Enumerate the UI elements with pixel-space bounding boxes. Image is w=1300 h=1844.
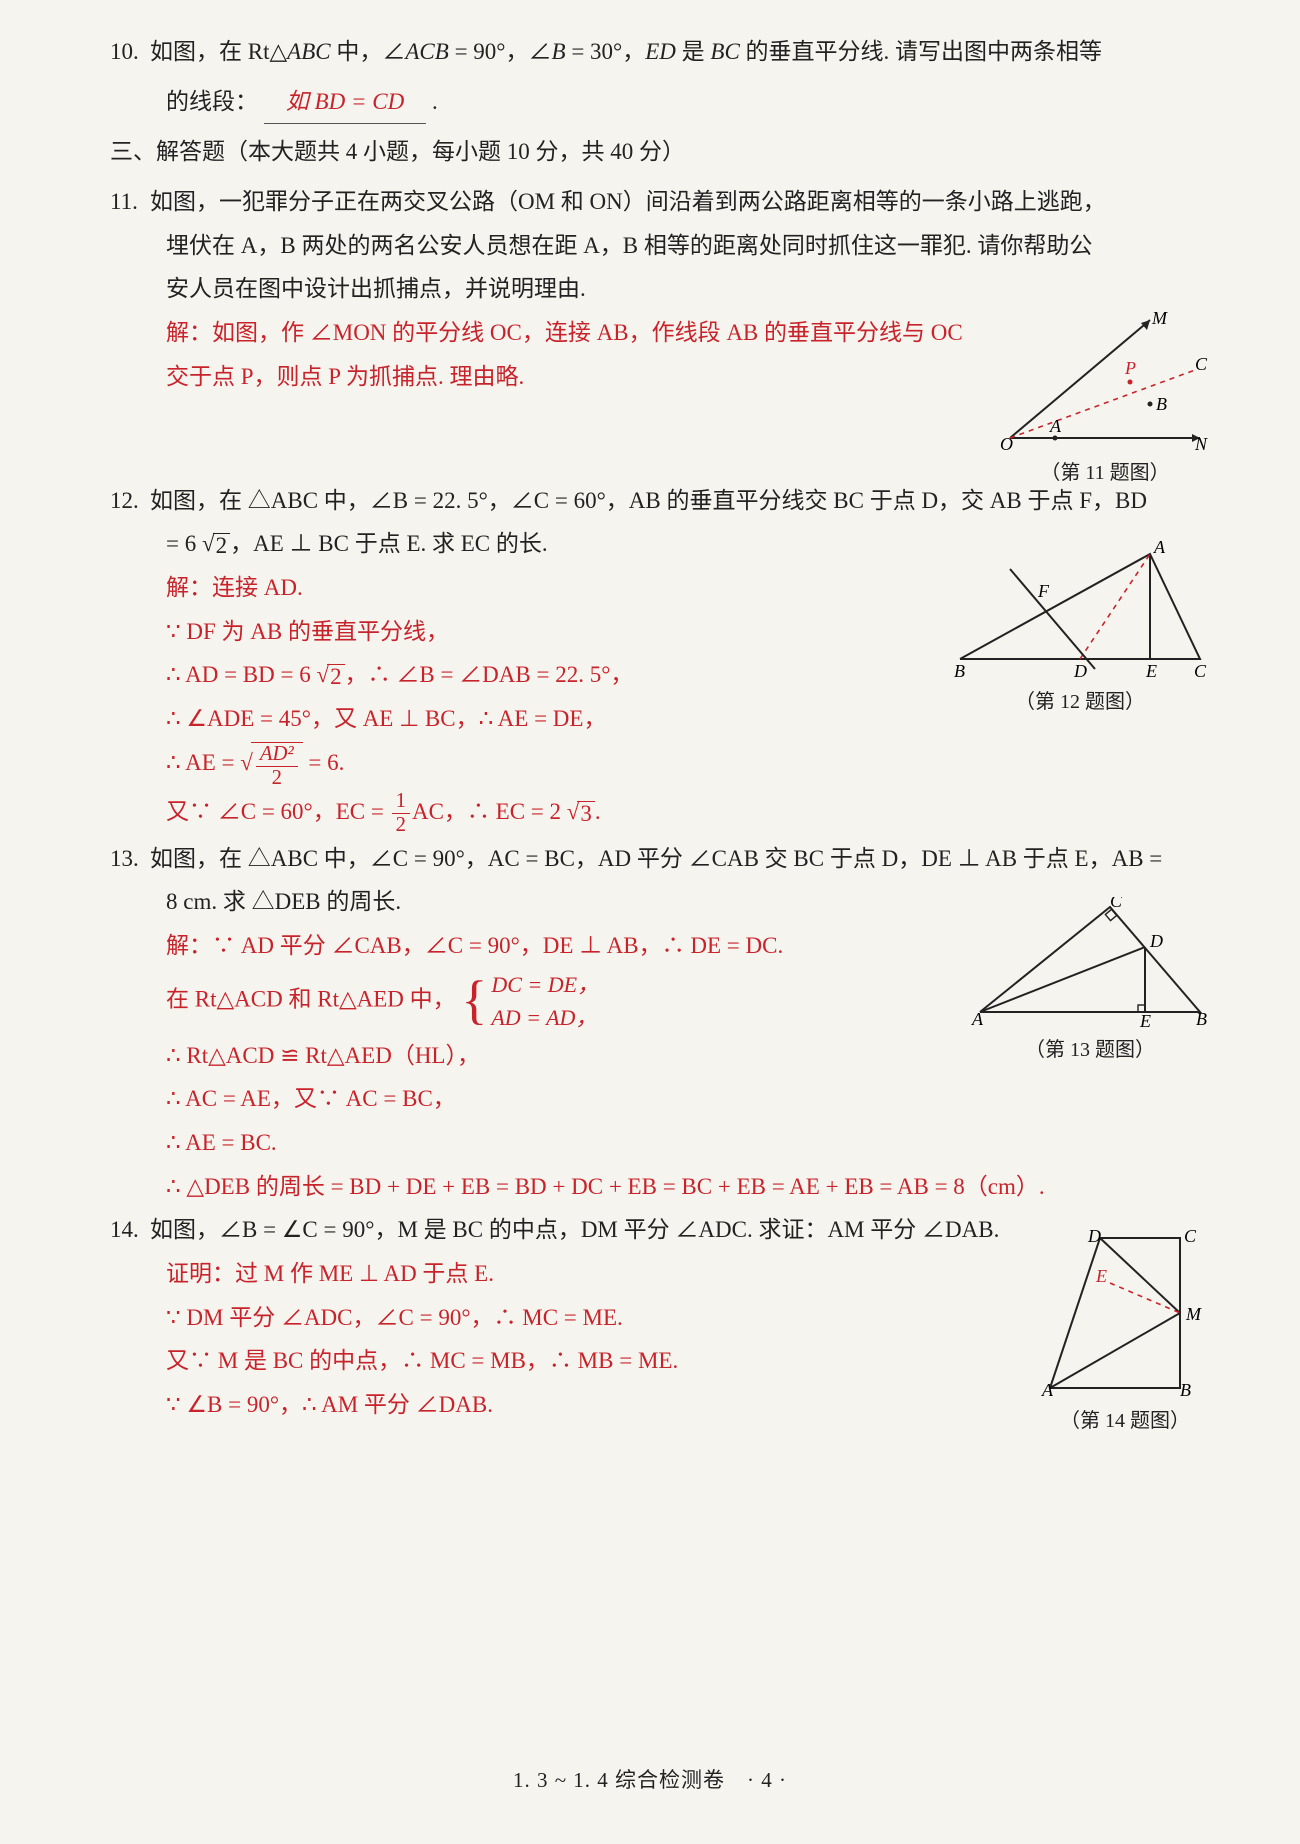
- q12-figure: B C A D E F （第 12 题图）: [950, 539, 1210, 714]
- lbl-F2: F: [1037, 581, 1050, 601]
- q10-t5: 是: [676, 39, 711, 64]
- q14-svg: A B C D E M: [1040, 1228, 1210, 1398]
- q12-s5a: ∴ AE =: [166, 750, 240, 775]
- lbl-M4: M: [1185, 1304, 1202, 1324]
- q12-s6c: .: [595, 799, 601, 824]
- lbl-A3: A: [971, 1009, 984, 1027]
- lbl-B4: B: [1180, 1380, 1191, 1398]
- q13-svg: A B C D E: [970, 897, 1210, 1027]
- q14-num: 14.: [110, 1208, 150, 1252]
- q12-s6a: 又∵ ∠C = 60°，EC =: [166, 799, 390, 824]
- q10-l2p: 的线段：: [166, 89, 258, 114]
- lbl-E3: E: [1139, 1011, 1151, 1027]
- lbl-D3: D: [1149, 931, 1163, 951]
- q13-sol6: ∴ △DEB 的周长 = BD + DE + EB = BD + DC + EB…: [110, 1165, 1210, 1209]
- q12-l2b: ，AE ⊥ BC 于点 E. 求 EC 的长.: [230, 531, 548, 556]
- q10-ans-text: 如 BD = CD: [286, 89, 404, 114]
- q11-block: 11.如图，一犯罪分子正在两交叉公路（OM 和 ON）间沿着到两公路距离相等的一…: [110, 180, 1210, 398]
- q10-line2: 的线段： 如 BD = CD.: [110, 80, 1210, 125]
- q11-l1: 11.如图，一犯罪分子正在两交叉公路（OM 和 ON）间沿着到两公路距离相等的一…: [110, 180, 1210, 224]
- lbl-D4: D: [1087, 1228, 1101, 1246]
- lbl-B3: B: [1196, 1009, 1207, 1027]
- q12-rt3: 3: [577, 801, 595, 825]
- brace-lines: DC = DE， AD = AD，: [491, 968, 599, 1034]
- q10-t3: = 90°，∠: [449, 39, 552, 64]
- q12-s6d: 2: [392, 814, 410, 837]
- brace2: AD = AD，: [491, 1001, 599, 1034]
- brace: {: [461, 979, 487, 1022]
- q10-t6: 的垂直平分线. 请写出图中两条相等: [740, 39, 1102, 64]
- q11-l2: 埋伏在 A，B 两处的两名公安人员想在距 A，B 相等的距离处同时抓住这一罪犯.…: [110, 224, 1210, 268]
- q12-l1: 12.如图，在 △ABC 中，∠B = 22. 5°，∠C = 60°，AB 的…: [110, 479, 1210, 523]
- q10-answer: 如 BD = CD: [264, 80, 426, 125]
- q13-s2a: 在 Rt△ACD 和 Rt△AED 中，: [166, 986, 456, 1011]
- lbl-E4: E: [1095, 1266, 1107, 1286]
- q12-l2a: = 6: [166, 531, 202, 556]
- q14-t1: 如图，∠B = ∠C = 90°，M 是 BC 的中点，DM 平分 ∠ADC. …: [150, 1217, 999, 1242]
- lbl-B: B: [1156, 394, 1167, 414]
- q11-figure: O A B C M N P （第 11 题图）: [1000, 310, 1210, 485]
- q10-t2: 中，∠: [331, 39, 406, 64]
- q12-sol6: 又∵ ∠C = 60°，EC = 12AC，∴ EC = 2 3.: [110, 790, 1210, 837]
- q12-svg: B C A D E F: [950, 539, 1210, 679]
- q13-sol5: ∴ AE = BC.: [110, 1121, 1210, 1165]
- lbl-O: O: [1000, 434, 1013, 450]
- q12-s5d: 2: [268, 767, 286, 790]
- lbl-P: P: [1124, 358, 1136, 378]
- q14-caption: （第 14 题图）: [1040, 1404, 1210, 1433]
- section3-header: 三、解答题（本大题共 4 小题，每小题 10 分，共 40 分）: [110, 130, 1210, 174]
- lbl-A2: A: [1153, 539, 1166, 557]
- q11-t1: 如图，一犯罪分子正在两交叉公路（OM 和 ON）间沿着到两公路距离相等的一条小路…: [150, 189, 1106, 214]
- q13-t1: 如图，在 △ABC 中，∠C = 90°，AC = BC，AD 平分 ∠CAB …: [150, 846, 1162, 871]
- q12-num: 12.: [110, 479, 150, 523]
- q12-sol5: ∴ AE = AD²2 = 6.: [110, 741, 1210, 790]
- q12-rt2a: 2: [213, 533, 231, 557]
- lbl-A4: A: [1041, 1380, 1054, 1398]
- lbl-E2: E: [1145, 661, 1157, 679]
- q10-num: 10.: [110, 30, 150, 74]
- page: 10.如图，在 Rt△ABC 中，∠ACB = 90°，∠B = 30°，ED …: [0, 0, 1300, 1844]
- lbl-D2: D: [1073, 661, 1087, 679]
- q12-caption: （第 12 题图）: [950, 685, 1210, 714]
- q11-l3: 安人员在图中设计出抓捕点，并说明理由.: [110, 267, 1210, 311]
- q14-block: 14.如图，∠B = ∠C = 90°，M 是 BC 的中点，DM 平分 ∠AD…: [110, 1208, 1210, 1426]
- lbl-C2: C: [1194, 661, 1207, 679]
- q12-s5b: = 6.: [303, 750, 345, 775]
- q13-num: 13.: [110, 837, 150, 881]
- lbl-C4: C: [1184, 1228, 1197, 1246]
- q12-s5n: AD²: [256, 743, 298, 767]
- q12-t1: 如图，在 △ABC 中，∠B = 22. 5°，∠C = 60°，AB 的垂直平…: [150, 488, 1147, 513]
- lbl-N: N: [1194, 434, 1208, 450]
- brace-box: { DC = DE， AD = AD，: [461, 968, 599, 1034]
- q10-t1: 如图，在 Rt△: [150, 39, 287, 64]
- q13-block: 13.如图，在 △ABC 中，∠C = 90°，AC = BC，AD 平分 ∠C…: [110, 837, 1210, 1209]
- q12-s3b: ，∴ ∠B = ∠DAB = 22. 5°，: [345, 662, 634, 687]
- q12-block: 12.如图，在 △ABC 中，∠B = 22. 5°，∠C = 60°，AB 的…: [110, 479, 1210, 837]
- lbl-M: M: [1151, 310, 1168, 328]
- q11-svg: O A B C M N P: [1000, 310, 1210, 450]
- q13-caption: （第 13 题图）: [970, 1033, 1210, 1062]
- lbl-A: A: [1049, 416, 1062, 436]
- q10-line1: 10.如图，在 Rt△ABC 中，∠ACB = 90°，∠B = 30°，ED …: [110, 30, 1210, 74]
- q12-s3a: ∴ AD = BD = 6: [166, 662, 316, 687]
- footer: 1. 3 ~ 1. 4 综合检测卷 · 4 ·: [0, 1764, 1300, 1794]
- lbl-C: C: [1195, 354, 1208, 374]
- q13-sol4: ∴ AC = AE，又∵ AC = BC，: [110, 1077, 1210, 1121]
- q11-num: 11.: [110, 180, 150, 224]
- q12-s6b: AC，∴ EC = 2: [412, 799, 567, 824]
- q14-figure: A B C D E M （第 14 题图）: [1040, 1228, 1210, 1433]
- q12-rt2b: 2: [327, 664, 345, 688]
- lbl-C3: C: [1110, 897, 1123, 911]
- lbl-B2: B: [954, 661, 965, 679]
- q13-figure: A B C D E （第 13 题图）: [970, 897, 1210, 1062]
- q12-s6n: 1: [392, 790, 410, 814]
- q10-tail: .: [432, 89, 438, 114]
- q10-t4: = 30°，: [566, 39, 646, 64]
- q13-l1: 13.如图，在 △ABC 中，∠C = 90°，AC = BC，AD 平分 ∠C…: [110, 837, 1210, 881]
- brace1: DC = DE，: [491, 968, 599, 1001]
